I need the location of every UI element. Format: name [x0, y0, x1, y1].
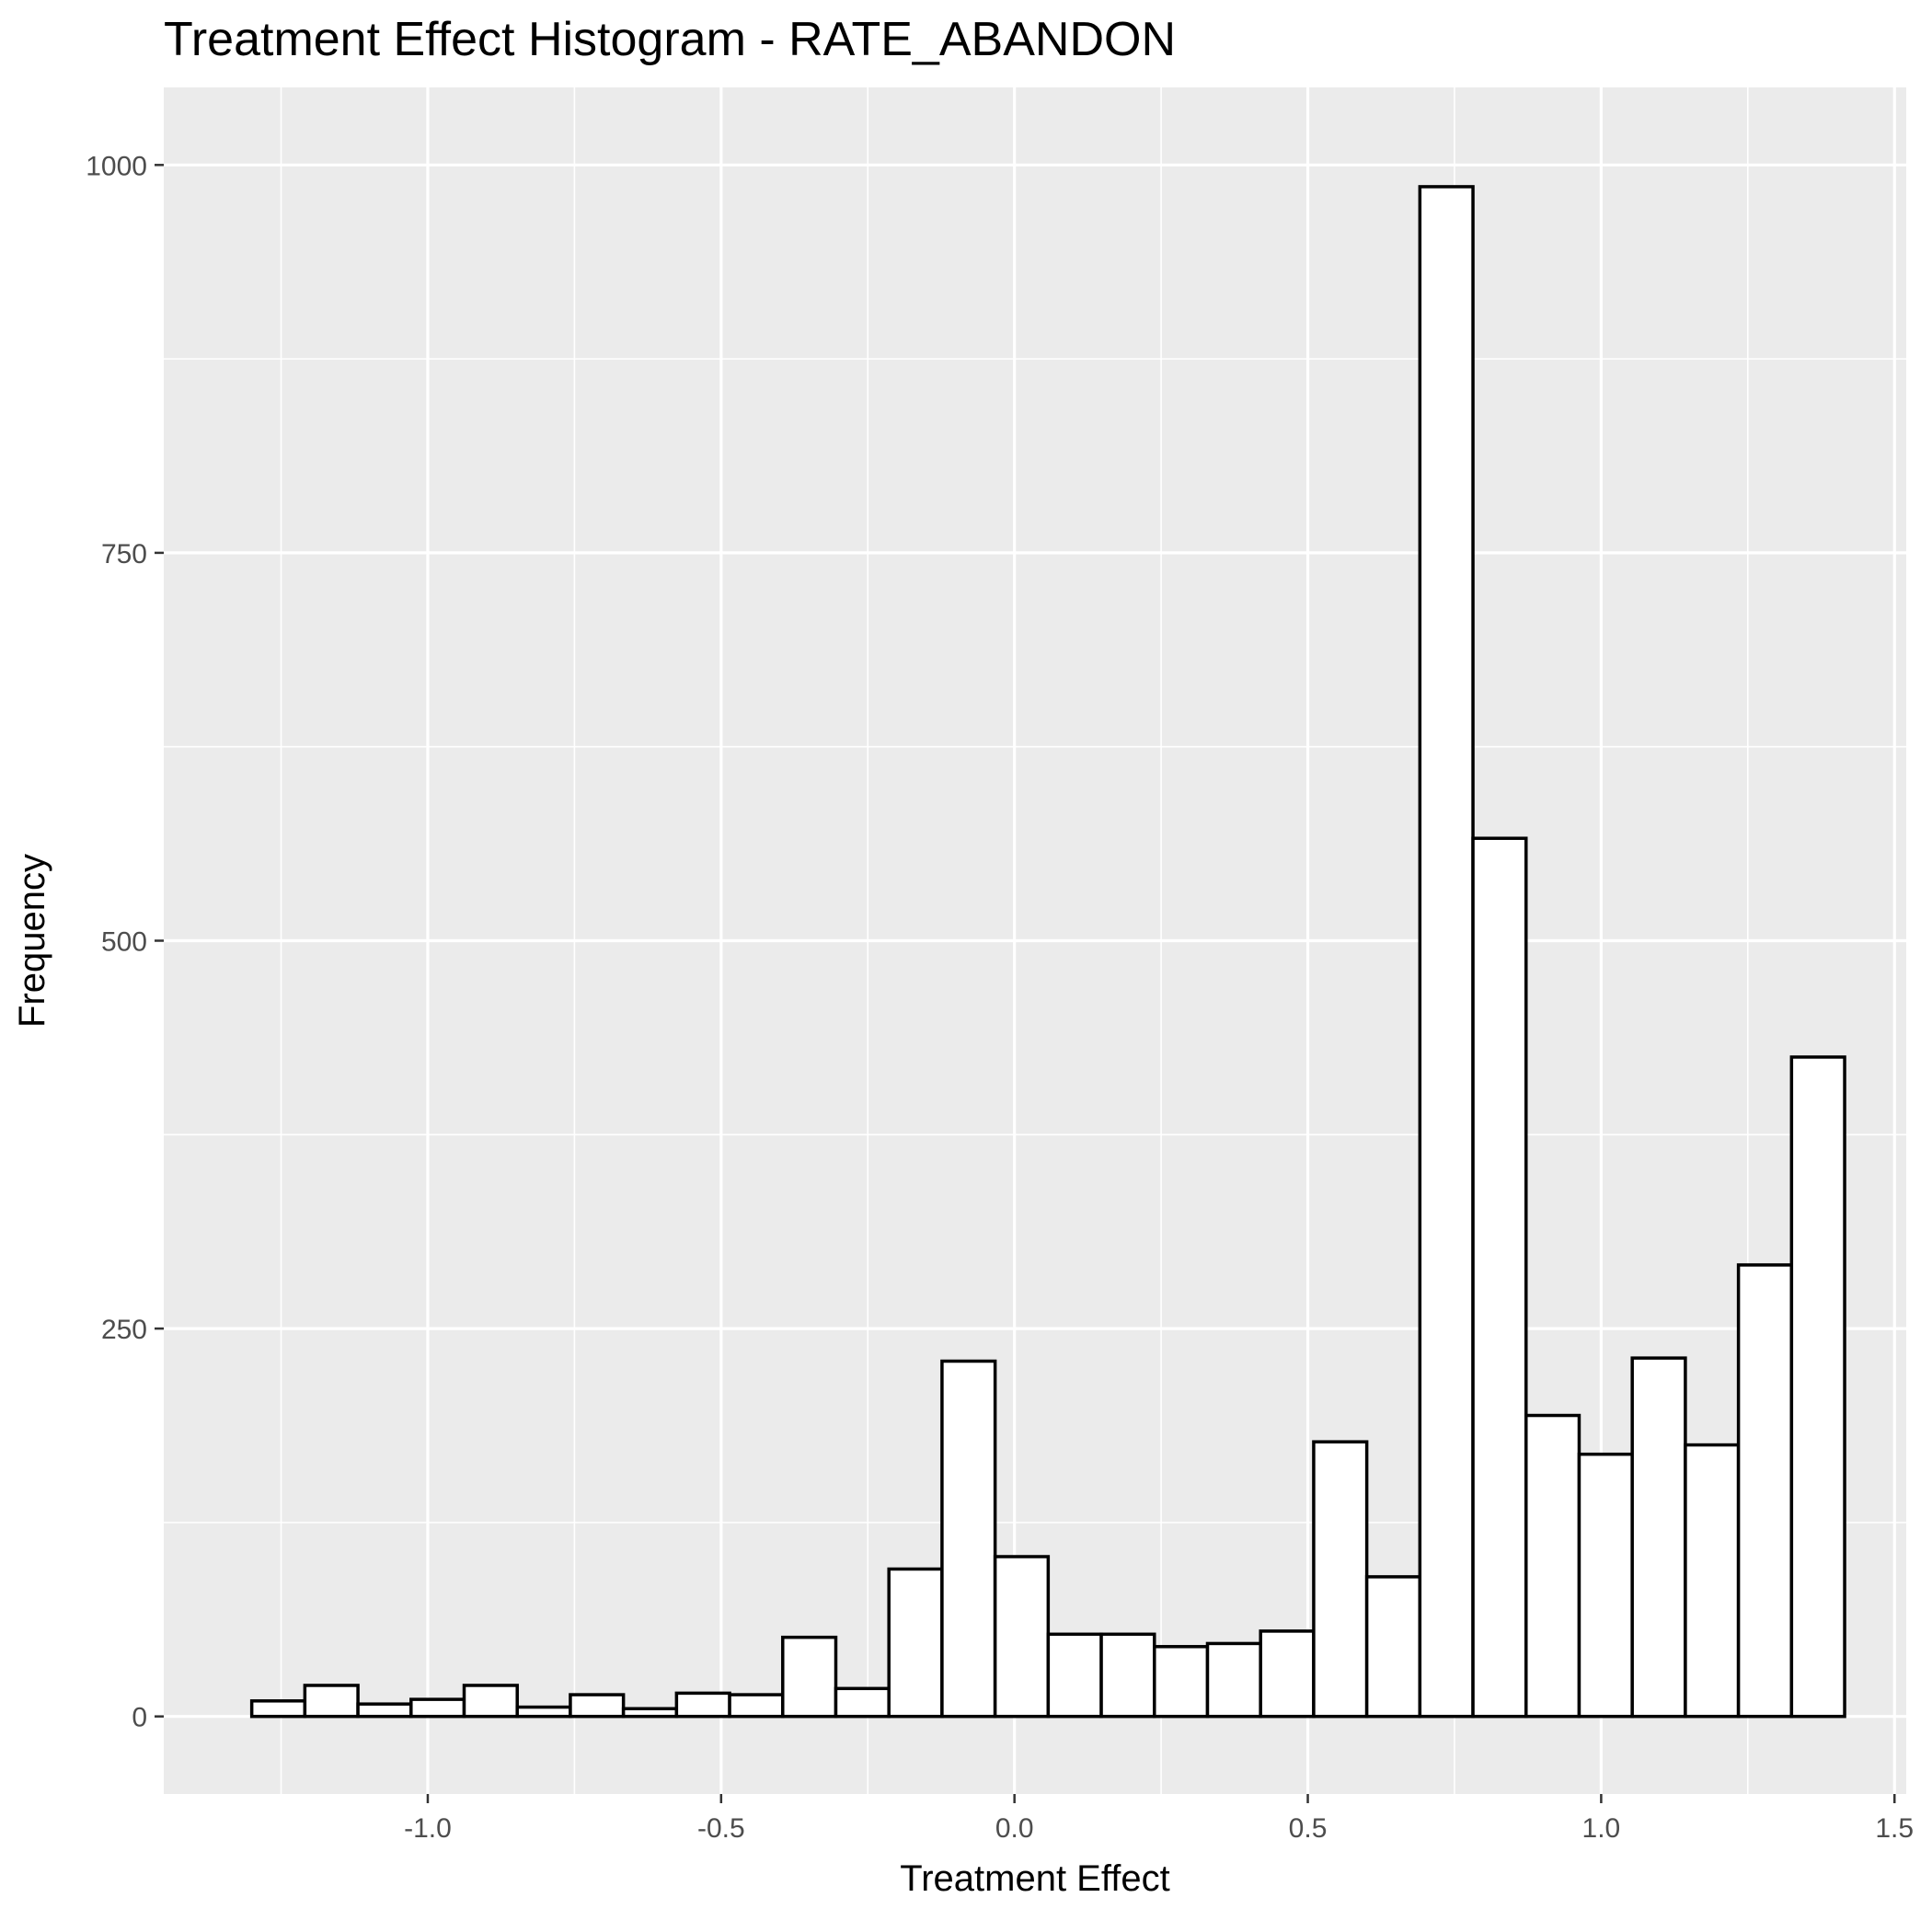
histogram-bar	[1524, 1413, 1581, 1719]
x-tick-label: -1.0	[404, 1813, 452, 1844]
histogram-bar	[249, 1699, 307, 1719]
histogram-bar	[674, 1691, 731, 1719]
histogram-bar	[887, 1567, 944, 1719]
histogram-bar	[993, 1555, 1051, 1719]
histogram-bar	[1099, 1632, 1156, 1719]
histogram-bars	[249, 185, 1846, 1719]
histogram-bar	[1789, 1055, 1846, 1719]
histogram-bar	[781, 1635, 838, 1719]
histogram-bar	[940, 1359, 997, 1719]
x-tick-label: -0.5	[697, 1813, 745, 1844]
y-tick-label: 1000	[86, 151, 147, 181]
chart-title: Treatment Effect Histogram - RATE_ABANDO…	[164, 13, 1176, 66]
histogram-bar	[1577, 1452, 1634, 1719]
x-axis-title: Treatment Effect	[900, 1858, 1169, 1899]
histogram-bar	[1684, 1443, 1741, 1719]
y-tick-label: 0	[132, 1703, 147, 1733]
histogram-bar	[409, 1697, 466, 1719]
x-tick-label: 0.5	[1289, 1813, 1328, 1844]
histogram-bar	[1736, 1263, 1794, 1719]
histogram-bar	[1364, 1575, 1422, 1719]
y-tick-label: 750	[101, 539, 147, 569]
histogram-bar	[834, 1686, 891, 1719]
y-axis: 0 250 500 750 1000	[86, 151, 164, 1733]
y-tick-label: 250	[101, 1315, 147, 1345]
major-gridlines	[164, 87, 1906, 1794]
histogram-bar	[1312, 1440, 1369, 1719]
histogram-bar	[515, 1705, 572, 1719]
histogram-bar	[1153, 1645, 1210, 1719]
y-tick-label: 500	[101, 927, 147, 958]
x-tick-label: 0.0	[995, 1813, 1034, 1844]
histogram-bar	[1205, 1641, 1262, 1719]
histogram-bar	[569, 1693, 626, 1719]
histogram-bar	[621, 1707, 679, 1719]
histogram-bar	[1471, 836, 1528, 1719]
histogram-bar	[303, 1684, 360, 1719]
y-axis-title: Frequency	[12, 854, 52, 1028]
histogram-bar	[1259, 1629, 1316, 1719]
histogram-bar	[356, 1702, 413, 1719]
histogram-bar	[1046, 1632, 1103, 1719]
histogram-bar	[1630, 1356, 1687, 1719]
histogram-bar	[462, 1684, 519, 1719]
x-axis: -1.0 -0.5 0.0 0.5 1.0 1.5	[404, 1794, 1914, 1844]
x-tick-label: 1.0	[1582, 1813, 1621, 1844]
histogram-bar	[728, 1693, 785, 1719]
histogram-bar	[1418, 185, 1475, 1719]
x-tick-label: 1.5	[1875, 1813, 1914, 1844]
